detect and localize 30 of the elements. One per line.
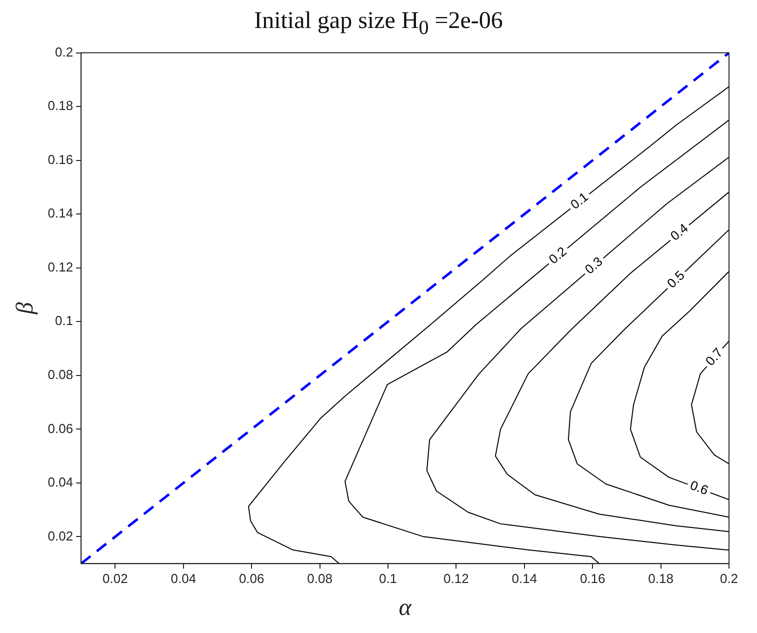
text: 0.6 bbox=[688, 477, 710, 498]
chart-title: Initial gap size H$_{0}$ =2e-06 bbox=[253, 8, 504, 41]
y-axis-title: β bbox=[12, 302, 39, 316]
y-tick-label: 0.02 bbox=[48, 528, 74, 544]
text: 0.5 bbox=[664, 268, 688, 291]
x-tick-label: 0.12 bbox=[444, 570, 469, 586]
y-tick-label: 0.2 bbox=[55, 44, 74, 60]
x-tick-label: 0.2 bbox=[720, 570, 738, 586]
x-tick-label: 0.18 bbox=[648, 570, 674, 586]
x-tick-label: 0.14 bbox=[512, 570, 538, 586]
y-tick-label: 0.12 bbox=[48, 259, 74, 274]
y-tick-label: 0.16 bbox=[48, 152, 74, 167]
text: 0.2 bbox=[546, 244, 570, 267]
x-tick-label: 0.02 bbox=[102, 570, 128, 586]
x-tick-label: 0.04 bbox=[170, 570, 196, 586]
text: 0.4 bbox=[667, 220, 691, 244]
y-tick-label: 0.18 bbox=[48, 98, 74, 114]
y-tick-label: 0.14 bbox=[48, 206, 74, 221]
text: 0.7 bbox=[702, 345, 726, 369]
y-tick-label: 0.06 bbox=[48, 420, 74, 436]
x-tick-label: 0.08 bbox=[307, 570, 332, 586]
y-tick-label: 0.1 bbox=[55, 313, 74, 328]
x-tick-label: 0.1 bbox=[378, 570, 398, 586]
text: 0.3 bbox=[582, 254, 606, 277]
y-tick-label: 0.08 bbox=[48, 366, 74, 382]
x-tick-label: 0.16 bbox=[580, 570, 606, 586]
y-tick-label: 0.04 bbox=[48, 474, 74, 490]
x-tick-label: 0.06 bbox=[238, 570, 264, 586]
text: 0.1 bbox=[568, 189, 591, 212]
x-axis-title: α bbox=[398, 594, 412, 621]
